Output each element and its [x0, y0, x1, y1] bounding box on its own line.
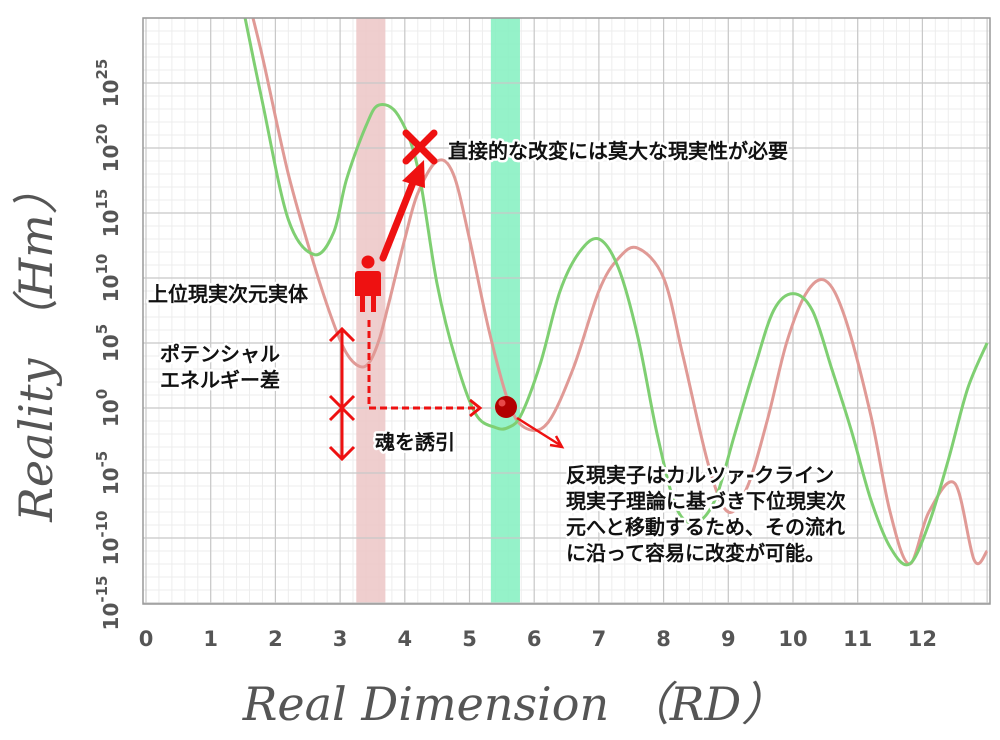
- x-tick-label: 7: [592, 627, 607, 651]
- highlight-band-2: [490, 18, 520, 604]
- explain-line-4: に沿って容易に改変が可能。: [566, 541, 825, 565]
- jump-arrow-head: [402, 160, 425, 188]
- x-tick-label: 5: [462, 627, 477, 651]
- person-icon: [355, 255, 381, 312]
- svg-text:10-10: 10-10: [93, 511, 123, 566]
- induce-label: 魂を誘引: [375, 430, 455, 454]
- annotation-layer: 直接的な改変には莫大な現実性が必要 上位現実次元実体 ポテンシャル エネルギー差…: [146, 129, 849, 568]
- induce-arrow-head: [469, 398, 483, 418]
- x-tick-label: 9: [721, 627, 736, 651]
- soul-dot: [495, 396, 517, 418]
- y-tick-label: 100: [93, 389, 123, 427]
- x-tick-label: 10: [778, 627, 807, 651]
- svg-text:1020: 1020: [93, 124, 123, 173]
- flow-arrow-head: [549, 435, 565, 449]
- svg-text:1015: 1015: [93, 189, 123, 238]
- explain-line-3: 元へと移動するため、その流れ: [566, 515, 845, 539]
- x-tick-label: 4: [397, 627, 412, 651]
- explain-line-2: 現実子理論に基づき下位現実次: [566, 489, 846, 513]
- x-tick-label: 1: [203, 627, 218, 651]
- x-axis-title: Real Dimension （RD）: [242, 677, 787, 731]
- y-tick-label: 105: [93, 324, 123, 362]
- series-line-2: [243, 18, 989, 567]
- y-axis-ticks: 10-15 10-10 10-5 100 105 1010 1015 1020 1025: [93, 59, 123, 631]
- svg-text:10-5: 10-5: [93, 451, 123, 496]
- soul-dot-highlight: [498, 399, 506, 407]
- x-tick-label: 0: [139, 627, 154, 651]
- y-tick-label: 1010: [93, 254, 123, 303]
- y-tick-label: 1025: [93, 59, 123, 108]
- potential-label-2: エネルギー差: [160, 368, 280, 392]
- y-tick-label: 10-15: [93, 576, 123, 631]
- flow-arrow-shaft: [516, 416, 561, 447]
- target-cross-icon: [402, 129, 438, 165]
- svg-text:100: 100: [93, 389, 123, 427]
- y-tick-label: 1020: [93, 124, 123, 173]
- series-line-1: [251, 18, 989, 566]
- y-axis-title: Reality （Hm）: [9, 168, 63, 523]
- upper-entity-label: 上位現実次元実体: [148, 282, 309, 306]
- series-layer: [243, 18, 989, 567]
- svg-text:105: 105: [93, 324, 123, 362]
- target-label: 直接的な改変には莫大な現実性が必要: [448, 139, 788, 163]
- y-tick-label: 1015: [93, 189, 123, 238]
- y-tick-label: 10-5: [93, 451, 123, 496]
- explain-line-1: 反現実子はカルツァ-クライン: [566, 463, 834, 487]
- induce-path: [367, 320, 478, 410]
- x-tick-label: 12: [908, 627, 937, 651]
- plot-frame: [142, 17, 991, 605]
- svg-text:10-15: 10-15: [93, 576, 123, 631]
- potential-label-1: ポテンシャル: [160, 342, 280, 366]
- x-tick-label: 3: [333, 627, 348, 651]
- x-tick-label: 2: [268, 627, 283, 651]
- x-tick-label: 11: [843, 627, 872, 651]
- y-tick-label: 10-10: [93, 511, 123, 566]
- x-axis-ticks: 0 1 2 3 4 5 6 7 8 9 10 11 12: [139, 627, 937, 651]
- svg-text:1025: 1025: [93, 59, 123, 108]
- jump-arrow-shaft: [379, 176, 418, 262]
- x-tick-label: 8: [656, 627, 671, 651]
- x-tick-label: 6: [527, 627, 542, 651]
- potential-energy-arrow: [328, 326, 356, 462]
- svg-text:1010: 1010: [93, 254, 123, 303]
